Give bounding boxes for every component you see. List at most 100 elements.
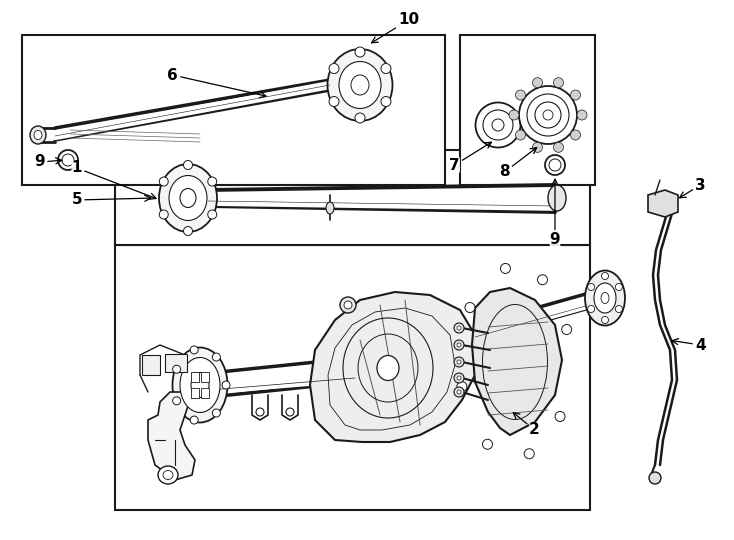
Bar (165, 354, 187, 372)
Polygon shape (22, 35, 445, 185)
Circle shape (553, 143, 564, 152)
Text: 7: 7 (449, 142, 492, 172)
Text: 6: 6 (167, 68, 266, 98)
Circle shape (355, 47, 365, 57)
Circle shape (532, 143, 542, 152)
Circle shape (457, 343, 461, 347)
Circle shape (457, 360, 461, 364)
Circle shape (515, 130, 526, 140)
Ellipse shape (169, 176, 207, 220)
Ellipse shape (492, 119, 504, 131)
Ellipse shape (58, 150, 78, 170)
Ellipse shape (543, 110, 553, 120)
Text: 10: 10 (371, 12, 419, 43)
Text: 8: 8 (499, 147, 537, 179)
Ellipse shape (476, 103, 520, 147)
Circle shape (553, 78, 564, 87)
Circle shape (457, 382, 467, 392)
Ellipse shape (327, 49, 393, 121)
Circle shape (649, 472, 661, 484)
Ellipse shape (594, 283, 616, 313)
Ellipse shape (601, 293, 609, 303)
Polygon shape (472, 288, 562, 435)
Circle shape (570, 90, 581, 100)
Circle shape (454, 357, 464, 367)
Text: 1: 1 (71, 160, 156, 199)
Circle shape (454, 387, 464, 397)
Circle shape (184, 160, 192, 170)
Circle shape (208, 177, 217, 186)
Polygon shape (648, 190, 678, 217)
Circle shape (212, 353, 220, 361)
Circle shape (212, 409, 220, 417)
Circle shape (286, 408, 294, 416)
Polygon shape (115, 245, 590, 510)
Ellipse shape (191, 373, 209, 397)
Circle shape (555, 411, 565, 422)
Ellipse shape (339, 62, 381, 109)
Ellipse shape (180, 357, 220, 413)
Bar (142, 355, 160, 375)
Circle shape (329, 97, 339, 106)
Circle shape (615, 306, 622, 313)
Bar (191, 372, 199, 382)
Ellipse shape (483, 110, 513, 140)
Bar (201, 388, 209, 398)
Polygon shape (460, 35, 595, 185)
Circle shape (190, 416, 198, 424)
Circle shape (208, 210, 217, 219)
Circle shape (457, 376, 461, 380)
Circle shape (159, 177, 168, 186)
Polygon shape (115, 150, 590, 245)
Circle shape (256, 408, 264, 416)
Ellipse shape (351, 75, 369, 95)
Ellipse shape (34, 131, 42, 139)
Circle shape (172, 397, 181, 405)
Circle shape (344, 301, 352, 309)
Ellipse shape (62, 154, 74, 166)
Ellipse shape (159, 164, 217, 232)
Text: 9: 9 (550, 179, 560, 247)
Ellipse shape (172, 348, 228, 422)
Circle shape (454, 323, 464, 333)
Circle shape (524, 449, 534, 459)
Circle shape (159, 210, 168, 219)
Ellipse shape (545, 155, 565, 175)
Text: 9: 9 (34, 154, 62, 170)
Ellipse shape (377, 355, 399, 381)
Ellipse shape (180, 188, 196, 207)
Circle shape (222, 381, 230, 389)
Circle shape (381, 64, 391, 73)
Circle shape (454, 373, 464, 383)
Circle shape (454, 340, 464, 350)
Circle shape (457, 390, 461, 394)
Circle shape (515, 90, 526, 100)
Circle shape (190, 346, 198, 354)
Ellipse shape (158, 466, 178, 484)
Circle shape (355, 113, 365, 123)
Ellipse shape (585, 271, 625, 326)
Ellipse shape (519, 86, 577, 144)
Circle shape (601, 273, 608, 280)
Ellipse shape (535, 102, 561, 128)
Circle shape (184, 226, 192, 235)
Ellipse shape (30, 126, 46, 144)
Circle shape (615, 284, 622, 291)
Circle shape (562, 325, 572, 334)
Circle shape (340, 297, 356, 313)
Circle shape (329, 64, 339, 73)
Circle shape (601, 316, 608, 323)
Circle shape (509, 110, 519, 120)
Text: 3: 3 (680, 178, 705, 198)
Circle shape (588, 306, 595, 313)
Bar (201, 372, 209, 382)
Circle shape (501, 264, 510, 273)
Bar (191, 388, 199, 398)
Ellipse shape (549, 159, 561, 171)
Ellipse shape (326, 202, 334, 214)
Circle shape (570, 130, 581, 140)
Circle shape (482, 439, 493, 449)
Text: 5: 5 (71, 192, 150, 207)
Circle shape (457, 326, 461, 330)
Circle shape (537, 275, 548, 285)
